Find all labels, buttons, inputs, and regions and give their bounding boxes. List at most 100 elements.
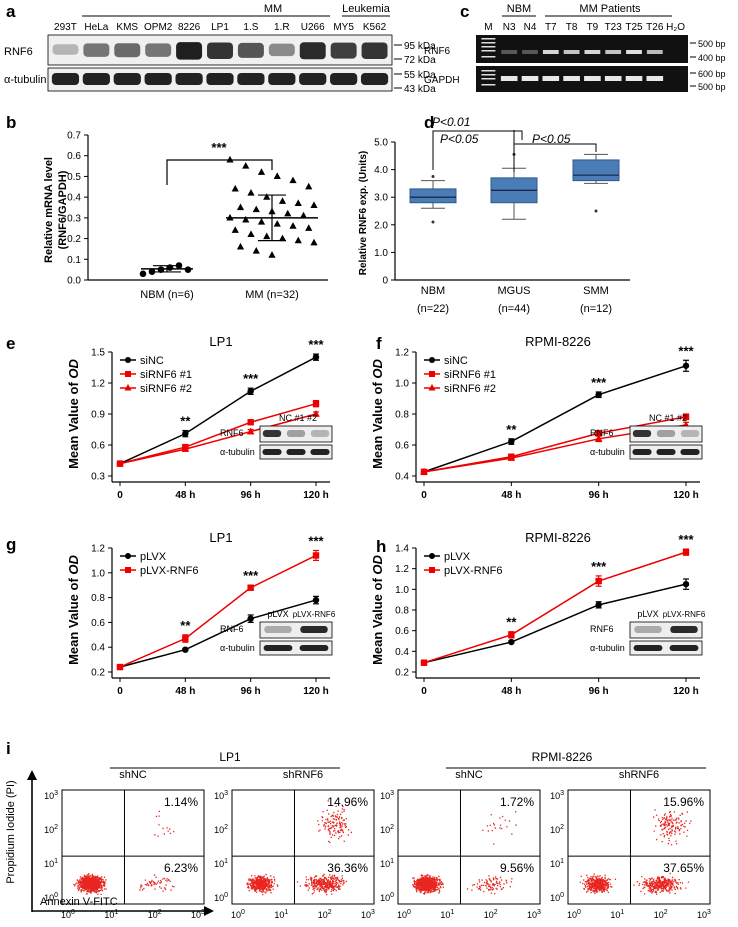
panel-b-point-mm [252,205,260,213]
panel-i-xtick: 102 [654,909,668,920]
panel_g-legend-label: pLVX-RNF6 [140,565,198,577]
panel-i-xtick-exp: 3 [201,909,205,916]
panel-d-ylabel: Relative RNF6 exp. (Units) [358,151,369,275]
panel-b-cat-mm: MM (n=32) [245,289,299,301]
panel_h-title: RPMI-8226 [525,530,591,545]
panel-c-row-gapdh: GAPDH [424,75,460,86]
panel_e-xtick-label: 48 h [175,490,195,501]
panel_e-marker [312,400,320,407]
panel_h-sig: *** [591,559,607,574]
panel-i-sub-label: shNC [119,769,147,781]
panel_g-inset-h1: pLVX [267,609,288,619]
panel_e-sig: ** [180,414,191,429]
panel-i-sub-label: shNC [455,769,483,781]
panel-b-point-nbm [139,270,147,278]
panel_f-ytick-label: 0.6 [395,441,409,452]
panel-c-gapdh-band [521,76,539,81]
panel-d-box [572,159,620,182]
panel-b-ylabel-2: (RNF6/GAPDH) [57,170,69,249]
panel-i-xtick-exp: 2 [328,909,332,916]
panel-i-sub-label: shRNF6 [619,769,659,781]
panel_h-legend-marker [429,567,435,573]
panel-c-rnf6-band [563,50,580,54]
panel-i-events [73,810,175,895]
panel_h-ytick-label: 1.2 [395,564,409,575]
panel-h: h RPMI-8226 0.2 0.4 0.6 0.8 1.0 1.2 1.4 0 48 h 96 … [370,530,706,697]
panel-d-ytick-label: 0 [382,276,388,287]
panel-c-row-rnf6: RNF6 [424,46,451,57]
panel_g-ytick-label: 0.6 [91,618,105,629]
panel-i-ytick: 100 [214,892,228,903]
panel-b-ytick-label: 0.3 [67,213,81,224]
panel-i-ytick: 102 [214,824,228,835]
panel-a-group-leukemia: Leukemia [342,3,391,15]
panel_f-sig: *** [591,375,607,390]
panel_e-ylabel-main: Mean Value of [66,379,81,469]
panel_e-marker [247,419,254,426]
panel_e-inset-rnf6-band [262,430,282,437]
panel-b-ytick-label: 0.5 [67,172,81,183]
panel-i-ytick-exp: 1 [224,858,228,865]
panel_h-ytick-label: 0.4 [395,647,409,658]
panel-b-point-mm [294,199,302,206]
panel-c-rnf6-band [542,50,559,54]
panel-b-point-mm [310,238,318,246]
panel-label-i: i [6,739,11,758]
panel_h-inset-rnf6-band [670,626,698,633]
panel-i-xtick-exp: 3 [707,909,711,916]
panel-a: a 293T HeLa KMS OPM2 8226 LP1 1.S 1.R U266 MY5 K56… [4,2,436,95]
panel_h-marker [508,638,515,646]
panel-i-ur-value: 15.96% [663,795,704,809]
panel_g-marker [182,646,189,653]
panel-a-rnf6-band [52,44,79,55]
panel-i-xtick-exp: 2 [158,909,162,916]
panel_f-marker [508,438,515,445]
panel_g-legend-label: pLVX [140,551,167,563]
panel-a-tubulin-band [330,73,358,85]
panel_f-ylabel-main: Mean Value of [370,379,385,469]
panel_f-series-line [423,416,687,473]
panel_f-marker [595,430,602,437]
panel_g-marker [182,635,189,642]
panel_f-xtick-label: 120 h [673,490,699,501]
panel-b-point-mm [294,236,302,244]
panel_h-ytick-label: 1.4 [395,544,409,555]
panel-c-gapdh-band [563,76,580,81]
panel-i-plot-frame [567,789,711,905]
panel-i-xtick: 100 [567,909,581,920]
panel-a-rnf6-band [237,42,264,58]
panel-i-ytick: 103 [44,790,58,801]
panel-b-point-mm [252,247,260,254]
panel-b-point-mm [273,220,281,227]
panel_e-title: LP1 [209,334,232,349]
panel-c-ladder-band [481,56,496,58]
panel-a-rnf6-band [330,42,357,59]
panel-a-tubulin-band [82,73,110,85]
panel_e-marker [312,353,320,361]
panel-i-xtick: 102 [148,909,162,920]
panel-i-ytick: 101 [380,858,394,869]
panel_e-legend-label: siRNF6 #2 [140,383,192,395]
panel-c-marker-600: 600 bp [698,69,726,79]
panel-i-xtick: 100 [397,909,411,920]
panel_e-sig: *** [243,371,259,386]
panel_g-inset-rnf6-band [300,626,328,633]
panel-i-ytick: 101 [44,858,58,869]
panel-a-tubulin-band [360,73,389,85]
panel-b-point-mm [305,224,313,231]
panel_g-xtick-label: 48 h [175,686,195,697]
panel_g-inset-row-tubulin: α-tubulin [220,643,255,653]
panel-a-lane-label: OPM2 [144,22,173,33]
panel_f-ytick-label: 0.4 [395,472,409,483]
panel-i-lr-value: 9.56% [500,861,534,875]
panel_g-series-line [119,599,317,668]
panel_h-marker [420,659,428,666]
panel-c-rnf6-band [584,50,601,54]
panel_e-legend-label: siRNF6 #1 [140,369,192,381]
panel-d-n-mgus: (n=44) [498,303,530,315]
panel-i-ytick: 103 [214,790,228,801]
panel-c-lane-label: T7 [545,22,557,33]
panel_g-xtick-label: 0 [117,686,123,697]
panel_e-legend-marker [125,371,131,377]
panel-i: i LP1 RPMI-8226 Propidium Iodide (PI) An… [5,739,711,920]
